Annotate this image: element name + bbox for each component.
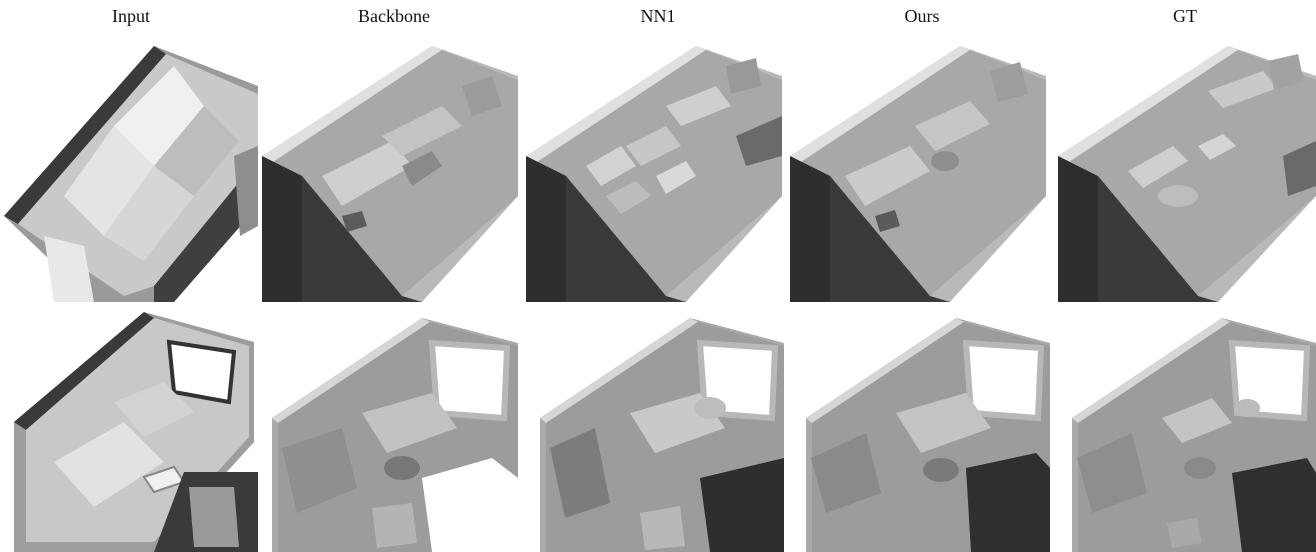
column-header-input: Input — [112, 6, 150, 26]
column-header-gt: GT — [1173, 6, 1197, 26]
render-ours-scene-2 — [806, 318, 1050, 552]
render-backbone-scene-1 — [262, 46, 518, 302]
column-header-ours: Ours — [904, 6, 940, 26]
render-nn1-scene-2 — [540, 318, 784, 552]
render-input-scene-2 — [4, 312, 258, 552]
column-header-nn1: NN1 — [640, 6, 676, 26]
render-backbone-scene-2 — [272, 318, 518, 552]
render-input-scene-1 — [4, 46, 258, 302]
render-gt-scene-2 — [1072, 318, 1316, 552]
render-nn1-scene-1 — [526, 46, 782, 302]
render-ours-scene-1 — [790, 46, 1046, 302]
render-gt-scene-1 — [1058, 46, 1316, 302]
column-header-backbone: Backbone — [358, 6, 430, 26]
